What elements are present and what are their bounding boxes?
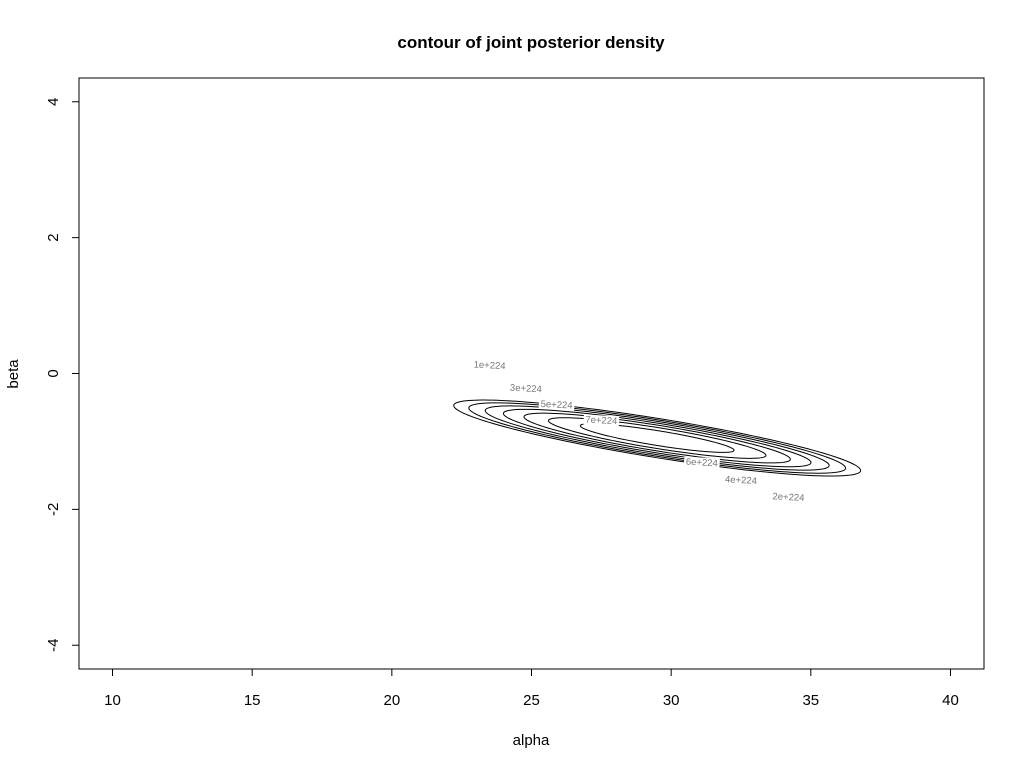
contour-label: 6e+224: [686, 457, 719, 470]
contour-label-mask: [538, 398, 575, 411]
contour-label: 7e+224: [585, 415, 618, 428]
contour-label: 3e+224: [510, 383, 543, 396]
x-tick-label: 15: [244, 692, 261, 709]
contour-label-mask: [471, 359, 508, 372]
axes: 10 15 20 25 30 35 40 -4 -2 0 2 4: [45, 98, 959, 709]
x-tick-label: 40: [942, 692, 959, 709]
y-tick-label: -4: [45, 639, 62, 652]
chart-title: contour of joint posterior density: [397, 33, 665, 52]
y-tick-label: 0: [45, 369, 62, 377]
contour-label: 5e+224: [540, 399, 573, 412]
contour-lines: [453, 399, 862, 477]
y-tick-label: 2: [45, 233, 62, 241]
plot-frame: [78, 77, 985, 670]
x-tick-label: 10: [104, 692, 121, 709]
contour-line: [502, 408, 812, 468]
contour-line: [579, 423, 735, 453]
contour-labels: 1e+224 2e+224 3e+224 4e+224 5e+224 6e+224 7e+2…: [471, 359, 807, 504]
contour-line: [484, 405, 830, 471]
y-axis-label: beta: [5, 359, 22, 389]
contour-label-mask: [770, 491, 807, 504]
contour-line: [547, 417, 767, 459]
contour-label: 1e+224: [473, 360, 506, 373]
contour-label-mask: [583, 414, 620, 427]
x-tick-label: 25: [523, 692, 540, 709]
contour-label: 4e+224: [725, 474, 758, 487]
contour-line: [523, 412, 791, 464]
x-axis-label: alpha: [513, 732, 550, 749]
contour-line: [453, 399, 862, 477]
contour-label-mask: [507, 382, 544, 395]
y-tick-label: 4: [45, 98, 62, 106]
contour-label-mask: [722, 474, 760, 487]
x-tick-label: 20: [383, 692, 400, 709]
contour-label-mask: [683, 456, 720, 469]
x-tick-label: 35: [802, 692, 819, 709]
contour-line: [468, 402, 847, 474]
y-tick-label: -2: [45, 503, 62, 516]
x-tick-label: 30: [663, 692, 680, 709]
contour-label: 2e+224: [772, 491, 805, 504]
